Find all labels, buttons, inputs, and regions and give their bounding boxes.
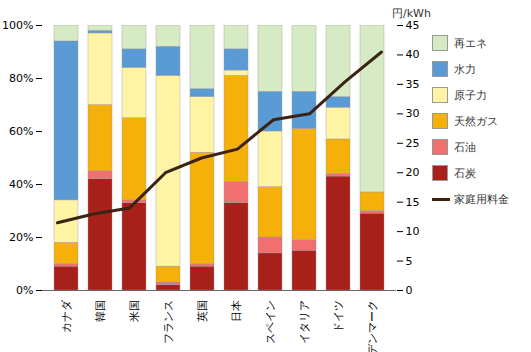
html-text:再エネ: 再エネ bbox=[454, 36, 487, 50]
svg-text:フランス: フランス bbox=[162, 300, 175, 344]
svg-text:30: 30 bbox=[406, 107, 420, 120]
svg-text:15: 15 bbox=[406, 196, 420, 209]
svg-text:スペイン: スペイン bbox=[264, 300, 277, 344]
svg-text:0%: 0% bbox=[16, 284, 33, 297]
svg-text:20%: 20% bbox=[9, 231, 33, 244]
html-text:水力: 水力 bbox=[454, 62, 476, 76]
html-text:天然ガス: 天然ガス bbox=[454, 114, 498, 128]
html-text:原子力: 原子力 bbox=[454, 88, 487, 102]
svg-text:イタリア: イタリア bbox=[298, 300, 311, 344]
svg-text:25: 25 bbox=[406, 137, 420, 150]
svg-text:デンマーク: デンマーク bbox=[366, 300, 379, 352]
svg-text:20: 20 bbox=[406, 166, 420, 179]
svg-text:0: 0 bbox=[406, 284, 413, 297]
html-text:家庭用料金: 家庭用料金 bbox=[454, 192, 509, 206]
svg-text:英国: 英国 bbox=[196, 300, 209, 322]
svg-text:40: 40 bbox=[406, 48, 420, 61]
html-text:石油: 石油 bbox=[454, 140, 476, 154]
svg-text:日本: 日本 bbox=[230, 300, 243, 322]
svg-text:100%: 100% bbox=[2, 19, 33, 32]
svg-text:40%: 40% bbox=[9, 178, 33, 191]
svg-text:米国: 米国 bbox=[128, 300, 141, 322]
svg-text:5: 5 bbox=[406, 255, 413, 268]
svg-text:60%: 60% bbox=[9, 125, 33, 138]
svg-text:45: 45 bbox=[406, 19, 420, 32]
html-text:石炭: 石炭 bbox=[454, 166, 476, 180]
svg-text:10: 10 bbox=[406, 225, 420, 238]
svg-text:ドイツ: ドイツ bbox=[332, 300, 345, 333]
svg-text:韓国: 韓国 bbox=[94, 300, 107, 322]
svg-text:80%: 80% bbox=[9, 72, 33, 85]
html-text:円/kWh: 円/kWh bbox=[392, 7, 431, 20]
svg-text:カナダ: カナダ bbox=[60, 299, 73, 333]
svg-text:35: 35 bbox=[406, 78, 420, 91]
